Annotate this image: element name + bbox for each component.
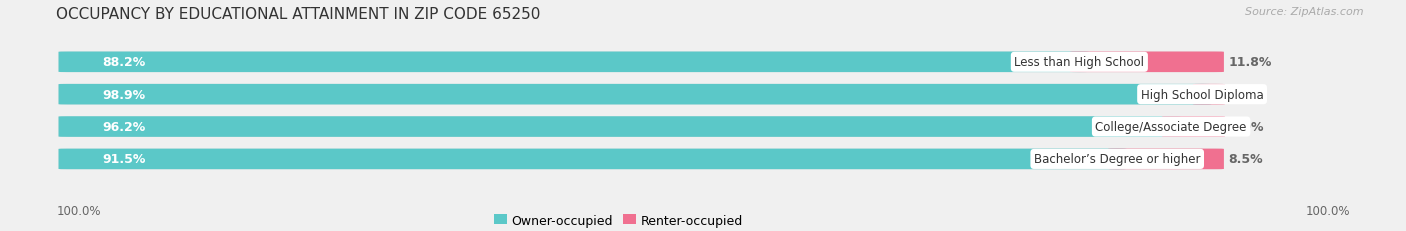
Text: Source: ZipAtlas.com: Source: ZipAtlas.com	[1246, 7, 1364, 17]
Text: 100.0%: 100.0%	[56, 204, 101, 217]
Text: 98.9%: 98.9%	[103, 88, 145, 101]
Text: OCCUPANCY BY EDUCATIONAL ATTAINMENT IN ZIP CODE 65250: OCCUPANCY BY EDUCATIONAL ATTAINMENT IN Z…	[56, 7, 541, 22]
FancyBboxPatch shape	[1192, 85, 1225, 105]
Text: 91.5%: 91.5%	[103, 153, 145, 166]
Text: Less than High School: Less than High School	[1014, 56, 1144, 69]
Text: 100.0%: 100.0%	[1305, 204, 1350, 217]
FancyBboxPatch shape	[1070, 52, 1223, 73]
Text: 1.2%: 1.2%	[1230, 88, 1264, 101]
FancyBboxPatch shape	[59, 85, 1212, 105]
FancyBboxPatch shape	[59, 149, 1223, 170]
FancyBboxPatch shape	[1161, 117, 1225, 137]
Text: 96.2%: 96.2%	[103, 121, 145, 134]
Text: Bachelor’s Degree or higher: Bachelor’s Degree or higher	[1033, 153, 1201, 166]
FancyBboxPatch shape	[1108, 149, 1223, 170]
FancyBboxPatch shape	[59, 52, 1088, 73]
Text: 8.5%: 8.5%	[1229, 153, 1263, 166]
FancyBboxPatch shape	[59, 117, 1180, 137]
Legend: Owner-occupied, Renter-occupied: Owner-occupied, Renter-occupied	[494, 214, 742, 227]
Text: 11.8%: 11.8%	[1229, 56, 1272, 69]
FancyBboxPatch shape	[59, 52, 1223, 73]
FancyBboxPatch shape	[59, 117, 1223, 137]
Text: High School Diploma: High School Diploma	[1140, 88, 1264, 101]
FancyBboxPatch shape	[59, 85, 1223, 105]
FancyBboxPatch shape	[59, 149, 1126, 170]
Text: College/Associate Degree: College/Associate Degree	[1095, 121, 1247, 134]
Text: 3.9%: 3.9%	[1230, 121, 1264, 134]
Text: 88.2%: 88.2%	[103, 56, 145, 69]
